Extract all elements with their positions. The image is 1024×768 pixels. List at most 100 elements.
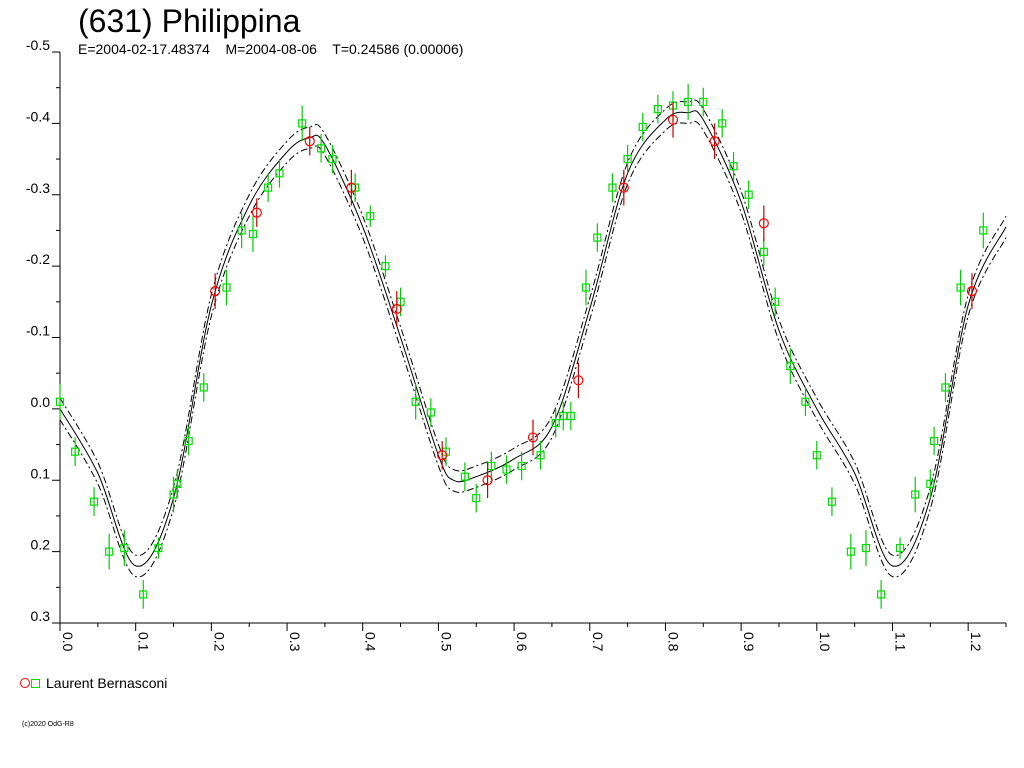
- x-tick-label: 0.2: [211, 632, 227, 652]
- data-point-square: [699, 97, 708, 107]
- y-tick-label: -0.5: [26, 37, 50, 53]
- data-point-square: [222, 283, 231, 292]
- data-point-square: [812, 451, 821, 460]
- data-point-square: [71, 447, 80, 456]
- x-tick-label: 0.0: [60, 632, 76, 652]
- x-tick-label: 0.4: [363, 632, 379, 652]
- data-point-square: [89, 497, 99, 506]
- data-point-square: [623, 154, 632, 164]
- legend: Laurent Bernasconi: [20, 675, 167, 691]
- fit-curve: [59, 110, 1007, 567]
- x-tick-label: 0.3: [287, 632, 303, 652]
- data-point-square: [426, 408, 435, 417]
- data-point-circle: [527, 432, 539, 443]
- legend-label: Laurent Bernasconi: [46, 675, 168, 691]
- data-point-square: [846, 547, 855, 556]
- legend-circle-icon: [20, 678, 30, 688]
- copyright-text: (c)2020 OdG-R8: [22, 721, 74, 728]
- data-point-square: [877, 590, 886, 599]
- data-point-circle: [346, 182, 357, 193]
- data-point-square: [517, 461, 526, 471]
- data-point-square: [328, 154, 337, 164]
- data-point-square: [460, 472, 469, 481]
- data-point-square: [608, 183, 617, 192]
- data-point-square: [316, 144, 326, 153]
- data-point-square: [298, 119, 307, 128]
- data-point-square: [237, 226, 246, 235]
- data-point-square: [105, 547, 114, 556]
- x-tick-label: 1.1: [892, 632, 908, 652]
- data-point-circle: [391, 303, 402, 315]
- data-point-circle: [210, 286, 221, 297]
- data-point-square: [718, 119, 727, 128]
- chart-title: (631) Philippina: [78, 3, 301, 39]
- y-tick-label: 0.2: [31, 537, 51, 553]
- data-point-square: [744, 190, 753, 199]
- data-point-square: [184, 436, 193, 446]
- data-point-square: [139, 590, 148, 599]
- data-point-square: [759, 247, 768, 256]
- x-tick-label: 0.7: [590, 632, 606, 652]
- data-point-square: [472, 493, 481, 503]
- data-point-circle: [437, 450, 448, 461]
- data-point-square: [979, 226, 988, 235]
- data-point-square: [566, 411, 575, 421]
- data-point-square: [199, 383, 208, 392]
- data-point-square: [684, 97, 693, 107]
- legend-square-icon: [31, 678, 40, 688]
- data-points: [55, 84, 988, 609]
- data-point-square: [941, 383, 950, 392]
- data-point-square: [536, 451, 545, 460]
- data-point-square: [593, 233, 602, 242]
- data-point-square: [956, 283, 965, 292]
- data-point-square: [861, 543, 871, 553]
- data-point-circle: [667, 114, 679, 125]
- data-point-square: [275, 169, 284, 178]
- data-point-circle: [758, 218, 769, 229]
- data-point-circle: [618, 182, 629, 193]
- data-point-circle: [482, 475, 493, 486]
- x-tick-label: 0.8: [665, 632, 681, 652]
- data-point-square: [264, 183, 273, 192]
- axes: 0.0 0.1 0.2 0.3 0.4 0.5 0.6 0.7 0.8 0.9 1.0 1.1 1.2 -…: [26, 37, 1007, 652]
- fit-curves: [59, 99, 1007, 578]
- data-point-square: [729, 162, 738, 171]
- data-point-square: [581, 283, 591, 292]
- data-point-circle: [709, 136, 720, 147]
- y-tick-label: -0.2: [26, 251, 50, 267]
- data-point-square: [551, 419, 560, 428]
- data-point-circle: [251, 207, 262, 218]
- data-point-square: [120, 543, 129, 553]
- data-point-square: [502, 465, 511, 474]
- x-tick-label: 0.1: [136, 632, 152, 652]
- data-point-square: [381, 262, 390, 271]
- x-tick-label: 1.0: [817, 632, 833, 652]
- data-point-circle: [304, 136, 315, 147]
- data-point-square: [827, 497, 837, 506]
- x-tick-label: 0.6: [514, 632, 530, 652]
- data-point-square: [801, 397, 810, 406]
- y-tick-label: 0.0: [31, 394, 51, 410]
- y-tick-label: 0.1: [31, 465, 51, 481]
- data-point-square: [911, 490, 920, 499]
- chart-subtitle: E=2004-02-17.48374 M=2004-08-06 T=0.2458…: [78, 41, 464, 57]
- data-point-square: [926, 479, 935, 488]
- data-point-square: [638, 122, 647, 132]
- data-point-square: [653, 104, 662, 114]
- data-point-square: [771, 297, 780, 306]
- y-tick-label: 0.3: [31, 608, 51, 624]
- data-point-circle: [573, 375, 584, 386]
- y-tick-label: -0.1: [26, 323, 50, 339]
- x-tick-label: 1.2: [968, 632, 984, 652]
- data-point-square: [366, 212, 375, 221]
- data-point-square: [173, 479, 182, 488]
- data-point-square: [930, 436, 939, 446]
- x-tick-label: 0.5: [438, 632, 454, 652]
- data-point-square: [895, 543, 905, 553]
- fit-curve-lower: [59, 120, 1007, 578]
- data-point-square: [411, 397, 420, 406]
- data-point-square: [55, 397, 65, 406]
- data-point-square: [154, 543, 163, 553]
- data-point-square: [248, 229, 258, 239]
